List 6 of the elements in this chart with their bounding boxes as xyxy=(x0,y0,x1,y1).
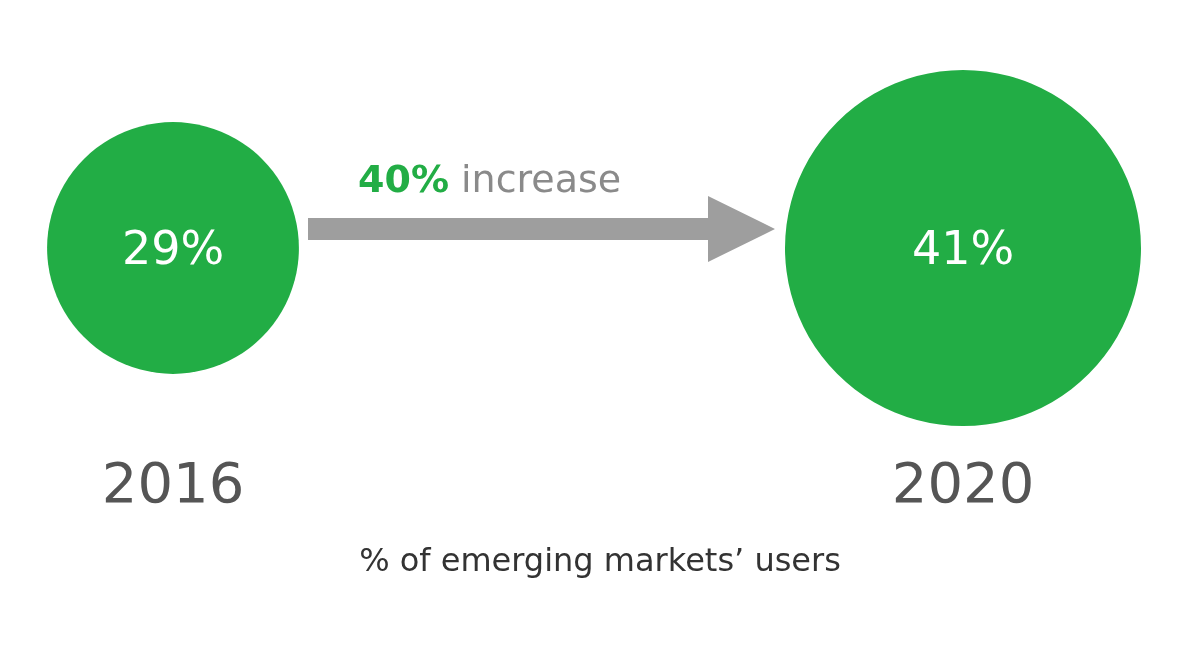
data-label: 41% xyxy=(911,221,1015,275)
text: 40% increase xyxy=(358,157,622,201)
category-label: 2016 xyxy=(101,449,245,515)
category-label: 2020 xyxy=(891,449,1035,515)
data-label: 29% xyxy=(121,221,225,275)
text: % of emerging markets’ users xyxy=(359,541,841,579)
